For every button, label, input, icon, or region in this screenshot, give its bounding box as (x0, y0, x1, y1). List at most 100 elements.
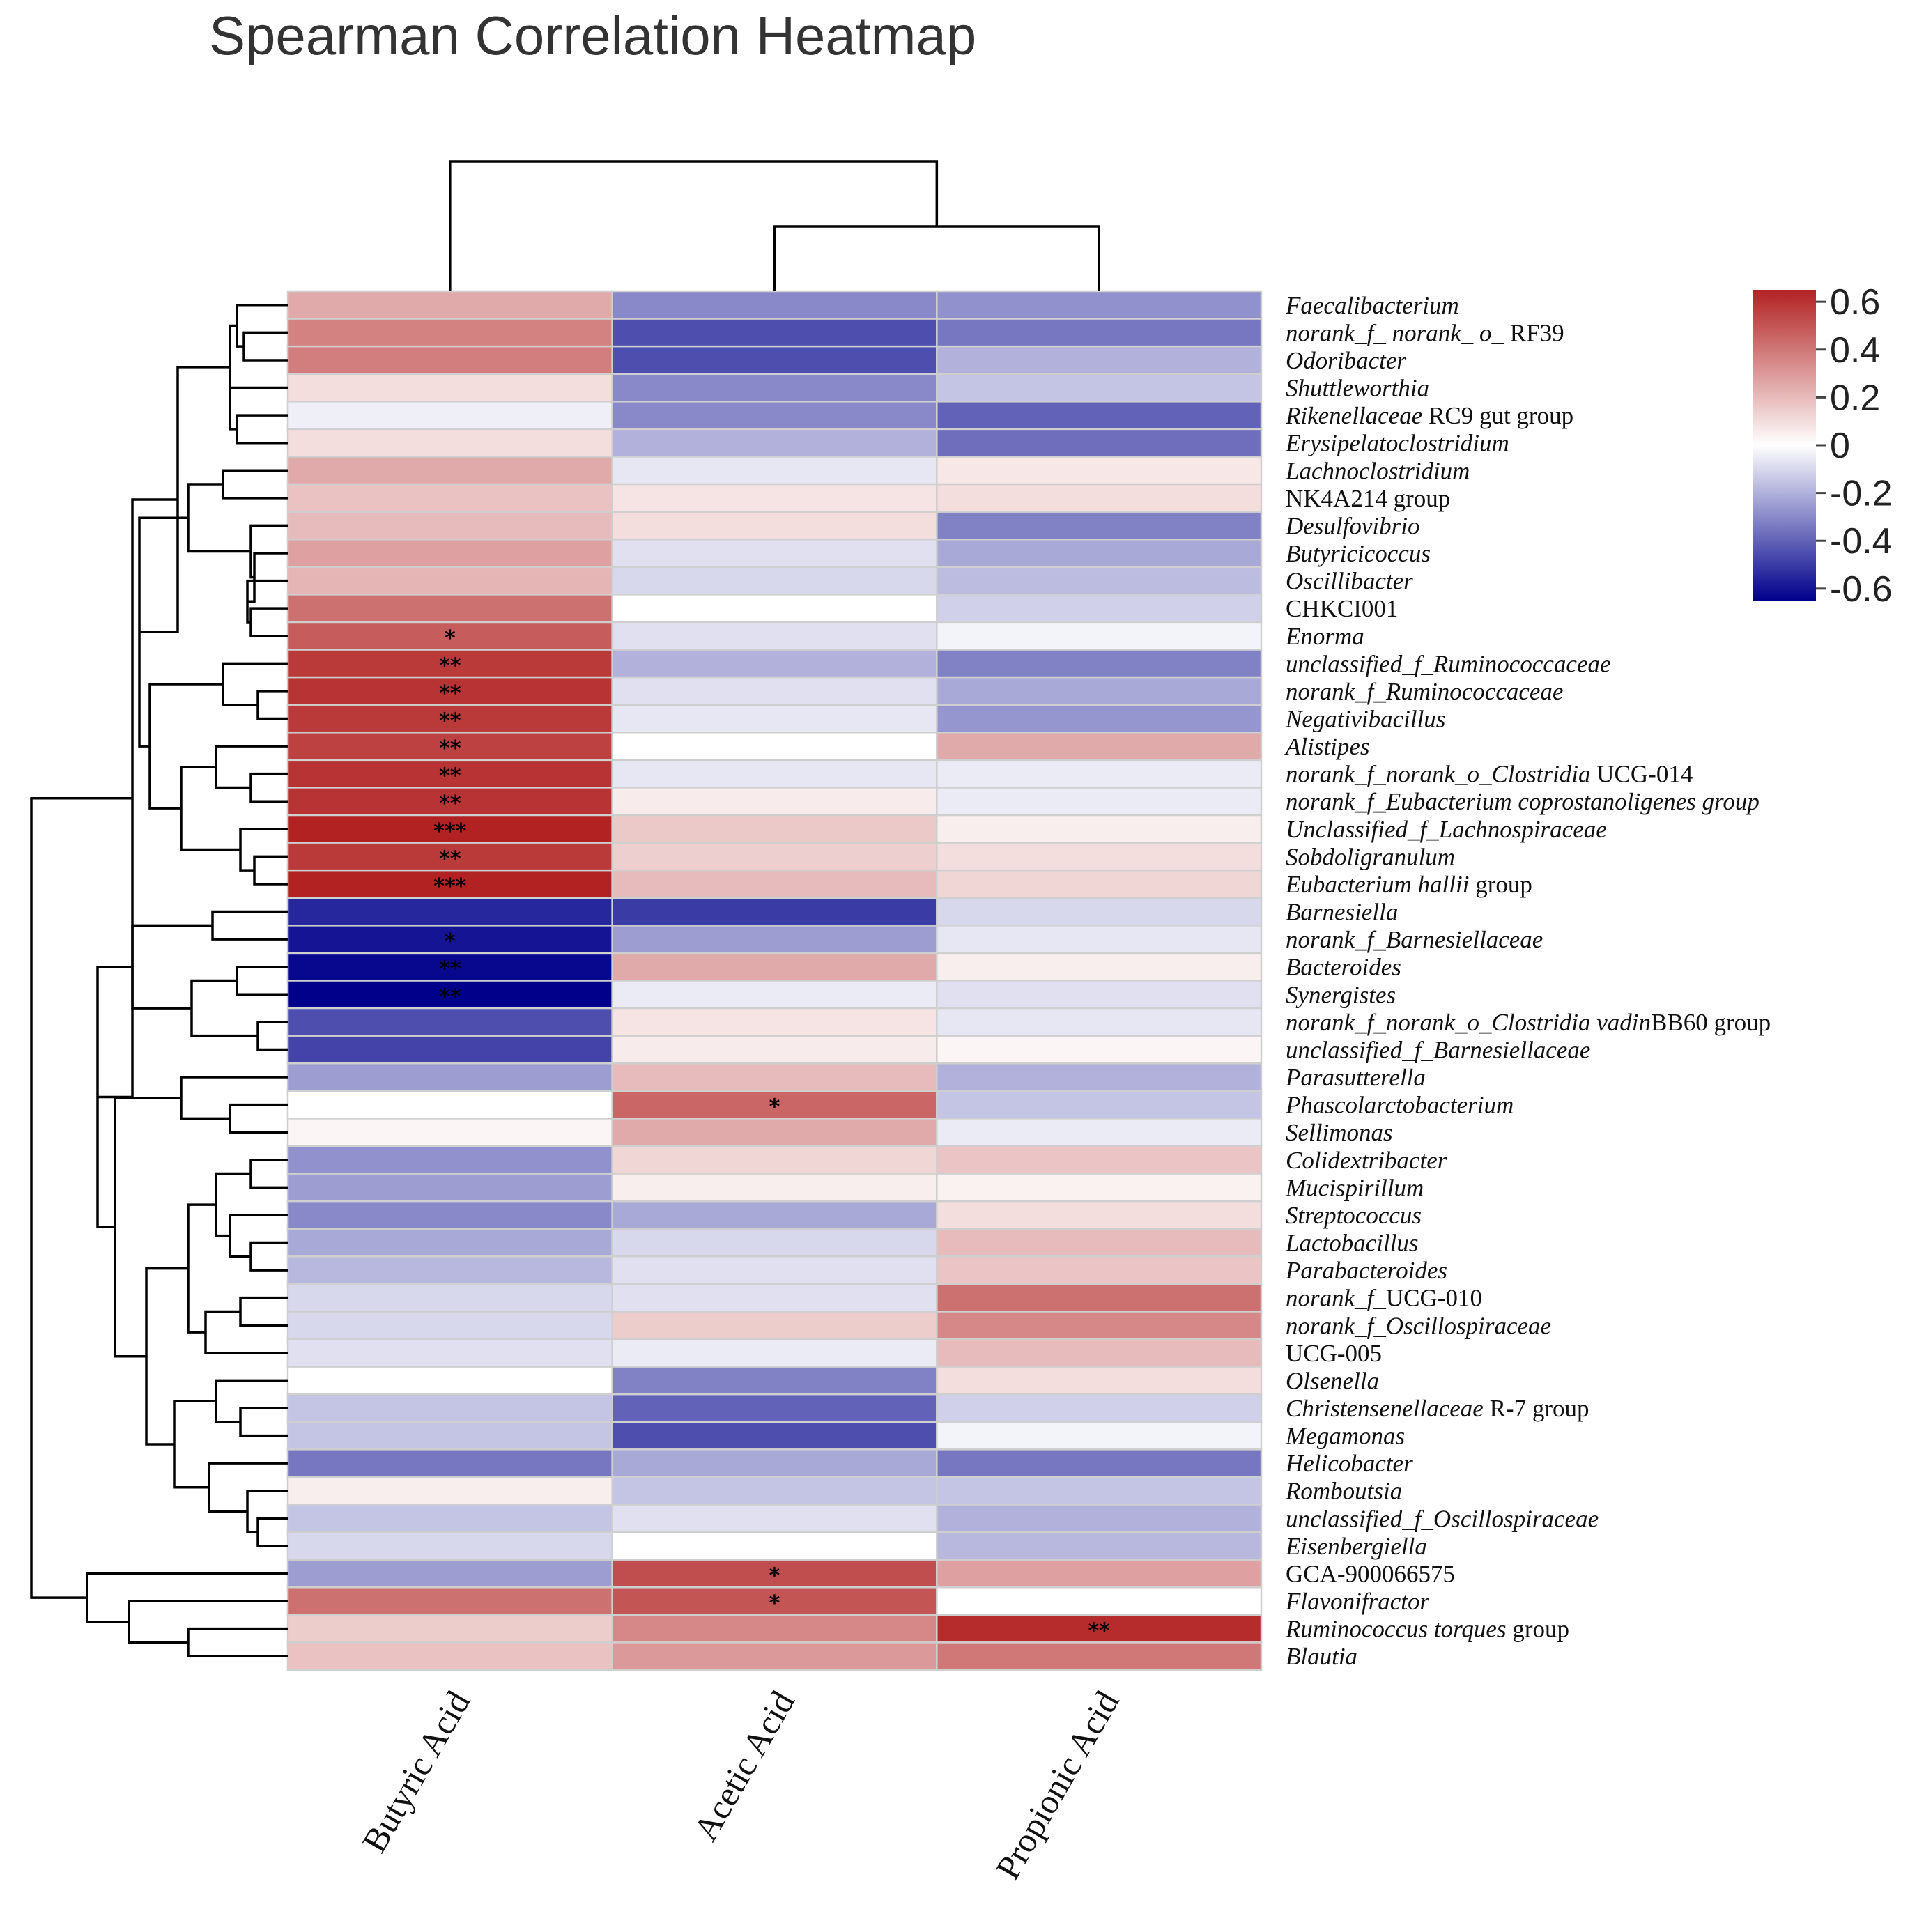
heatmap-cell (286, 456, 613, 486)
heatmap-cell (286, 1090, 613, 1120)
heatmap-cell (286, 538, 613, 569)
heatmap-cell (286, 1255, 613, 1285)
heatmap-cell (611, 483, 938, 513)
heatmap-cell (286, 373, 613, 403)
row-label: Odoribacter (1286, 347, 1406, 374)
row-dendro-link (256, 690, 288, 720)
heatmap-cell (936, 373, 1263, 403)
row-label: NK4A214 group (1286, 485, 1450, 512)
heatmap-cell (936, 1035, 1263, 1065)
heatmap-cell (611, 1393, 938, 1423)
heatmap-cell (286, 1448, 613, 1478)
heatmap-cell (286, 566, 613, 596)
heatmap-cell (286, 1393, 613, 1423)
heatmap-cell (611, 814, 938, 844)
row-label: CHKCI001 (1286, 595, 1398, 622)
significance-mark: * (769, 1563, 780, 1588)
heatmap-cell (936, 621, 1263, 651)
row-dendro-link (187, 1627, 288, 1657)
heatmap-cell (286, 1476, 613, 1506)
colorbar-tick-label: 0.4 (1830, 330, 1880, 371)
colorbar-tick-label: 0.6 (1830, 282, 1880, 323)
row-label: Phascolarctobacterium (1285, 1092, 1514, 1119)
heatmap-cell (611, 1228, 938, 1258)
heatmap-cell (936, 538, 1263, 569)
heatmap-cell (611, 456, 938, 486)
heatmap-cell (611, 1145, 938, 1175)
row-label: UCG-005 (1286, 1340, 1382, 1367)
heatmap-cell (286, 1641, 613, 1671)
row-label: unclassified_f_Oscillospiraceae (1286, 1505, 1599, 1532)
col-dendro-link (773, 225, 1100, 291)
row-dendro-link (229, 386, 288, 431)
heatmap-cell (286, 345, 613, 375)
heatmap-cell (286, 1338, 613, 1368)
colorbar-tick-label: 0.2 (1830, 378, 1880, 418)
heatmap-cell (611, 1200, 938, 1230)
significance-mark: * (769, 1095, 780, 1120)
row-label: Bacteroides (1286, 954, 1401, 981)
heatmap-cell (936, 1145, 1263, 1175)
column-label: Acetic Acid (686, 1685, 802, 1848)
heatmap-cell (936, 649, 1263, 679)
row-label: norank_f_norank_o_Clostridia UCG-014 (1286, 761, 1693, 788)
colorbar-gradient (1753, 290, 1816, 601)
column-label: Propionic Acid (988, 1685, 1127, 1886)
heatmap-cell (611, 1559, 938, 1589)
row-dendrogram (30, 304, 288, 1657)
heatmap-cell (936, 980, 1263, 1010)
heatmap-cell (936, 732, 1263, 762)
row-label: Megamonas (1285, 1423, 1405, 1450)
heatmap-cell (611, 566, 938, 596)
heatmap-cell (286, 1421, 613, 1451)
row-label: norank_f_norank_o_Clostridia vadinBB60 g… (1286, 1009, 1771, 1036)
column-labels: Butyric Acid Acetic Acid Propionic Acid (354, 1685, 1126, 1886)
row-label: Mucispirillum (1285, 1174, 1424, 1201)
heatmap-cell (611, 1586, 938, 1616)
row-label: unclassified_f_Barnesiellaceae (1286, 1036, 1590, 1063)
heatmap-cell (611, 1641, 938, 1671)
row-label: Colidextribacter (1286, 1147, 1447, 1174)
row-label: Erysipelatoclostridium (1285, 430, 1509, 457)
heatmap-cell (936, 1173, 1263, 1203)
heatmap-cell (611, 373, 938, 403)
heatmap-cell (936, 814, 1263, 844)
heatmap-cell (936, 511, 1263, 541)
row-dendro-link (249, 1241, 288, 1272)
row-dendro-link (222, 469, 288, 500)
heatmap-cell (936, 759, 1263, 789)
row-label: Romboutsia (1285, 1478, 1402, 1505)
heatmap-cell (611, 290, 938, 320)
row-label: Barnesiella (1286, 899, 1398, 926)
significance-marks: ******************************* (433, 626, 1110, 1644)
row-dendro-link (229, 324, 237, 409)
row-label: Parabacteroides (1285, 1257, 1447, 1284)
heatmap-cell (611, 732, 938, 762)
heatmap-cell (936, 401, 1263, 431)
heatmap-cell (286, 1200, 613, 1230)
row-dendro-link (114, 1096, 181, 1358)
col-dendro-link (449, 160, 939, 291)
row-dendro-link (148, 683, 223, 810)
heatmap-cell (611, 1504, 938, 1533)
row-label: Blautia (1286, 1643, 1357, 1670)
row-label: Olsenella (1286, 1367, 1379, 1394)
row-dendro-link (215, 1172, 251, 1237)
heatmap-cell (611, 428, 938, 458)
row-dendro-link (187, 483, 251, 553)
significance-mark: *** (433, 874, 466, 899)
heatmap-cell (936, 842, 1263, 872)
row-dendro-link (215, 1379, 288, 1423)
heatmap-cell (611, 594, 938, 624)
heatmap-cell (286, 401, 613, 431)
row-dendro-link (190, 979, 258, 1037)
heatmap-cell (611, 787, 938, 817)
heatmap-cell (611, 621, 938, 651)
row-label: Oscillibacter (1286, 568, 1413, 595)
heatmap-cell (286, 676, 613, 706)
heatmap-cell (286, 1504, 613, 1533)
heatmap-cell (286, 952, 613, 982)
heatmap-cell (286, 1559, 613, 1589)
heatmap-cell (611, 1173, 938, 1203)
heatmap-cell (286, 1118, 613, 1147)
